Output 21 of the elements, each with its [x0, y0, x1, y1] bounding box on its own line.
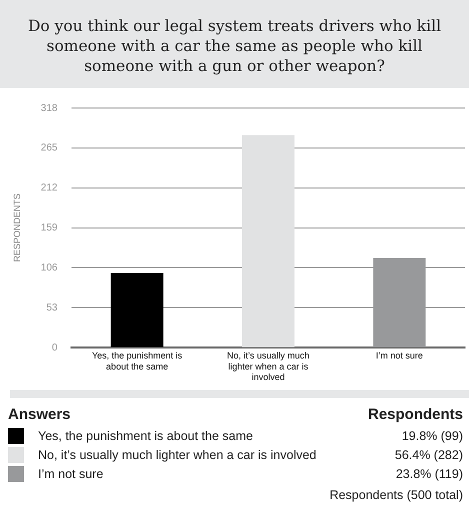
y-tick-label: 106	[40, 262, 58, 274]
y-tick-label: 212	[40, 182, 58, 194]
chart-title: Do you think our legal system treats drivers who kill someone with a car the same as people who kill someone with a gun or other weapon?	[0, 0, 469, 88]
text: 23.8% (119)	[396, 466, 463, 480]
y-tick-label: 265	[40, 142, 58, 154]
category-label: Yes, the punishment is about the same	[38, 428, 253, 442]
text: 19.8% (99)	[402, 428, 463, 442]
text: Respondents	[368, 406, 463, 422]
y-tick-label: 0	[52, 342, 58, 354]
y-tick-label: 159	[40, 222, 58, 234]
category-label: I’m not sure	[38, 466, 104, 480]
category-label: No, it’s usually much lighter when a car is involved	[38, 448, 316, 462]
text: Answers	[8, 406, 72, 422]
y-tick-label: 318	[40, 102, 58, 114]
x-tick-label: I’m not sure	[376, 350, 423, 360]
text: Respondents (500 total)	[328, 488, 463, 502]
text: 56.4% (282)	[394, 448, 463, 462]
x-tick-label: Yes, the punishment is about the same	[92, 350, 183, 372]
y-axis-title: RESPONDENTS	[12, 194, 22, 262]
x-tick-label: No, it’s usually much lighter when a car is involved	[227, 350, 310, 382]
y-tick-label: 53	[46, 302, 58, 314]
